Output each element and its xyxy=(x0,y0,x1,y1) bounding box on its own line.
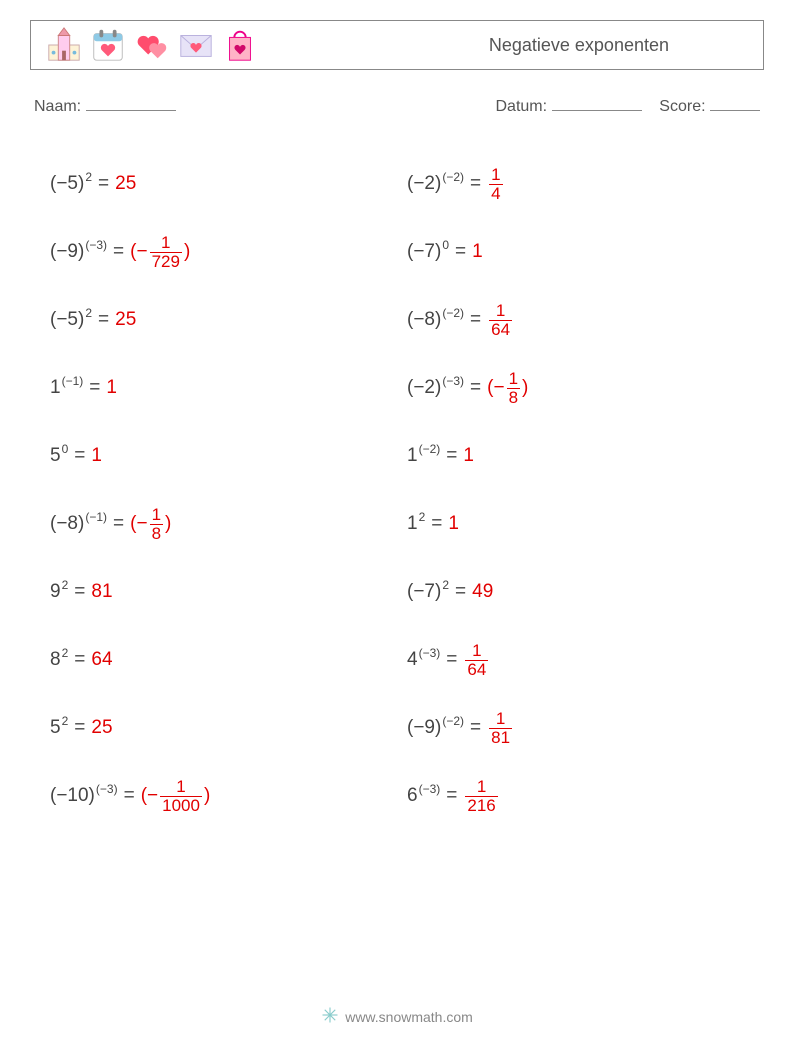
answer: 181 xyxy=(487,710,514,747)
expression: 92 = 81 xyxy=(50,581,113,603)
answer: 1 xyxy=(472,241,483,263)
problem: 82 = 64 xyxy=(50,626,407,694)
fraction: 14 xyxy=(489,166,502,203)
expression: (−2)(−3) = (−18) xyxy=(407,370,528,407)
expression: (−5)2 = 25 xyxy=(50,173,136,195)
expression: (−5)2 = 25 xyxy=(50,309,136,331)
problem: (−8)(−2) = 164 xyxy=(407,286,764,354)
expression: 1(−2) = 1 xyxy=(407,445,474,467)
problem: 92 = 81 xyxy=(50,558,407,626)
header-icons xyxy=(45,26,259,64)
answer: 64 xyxy=(91,649,112,671)
problem: (−9)(−3) = (−1729) xyxy=(50,218,407,286)
expression: 4(−3) = 164 xyxy=(407,642,490,679)
expression: (−10)(−3) = (−11000) xyxy=(50,778,210,815)
envelope-heart-icon xyxy=(177,26,215,64)
expression: 12 = 1 xyxy=(407,513,459,535)
expression: 6(−3) = 1216 xyxy=(407,778,500,815)
info-row: Naam: Datum: Score: xyxy=(30,94,764,116)
problem: 4(−3) = 164 xyxy=(407,626,764,694)
fraction: 164 xyxy=(465,642,488,679)
problem: (−7)0 = 1 xyxy=(407,218,764,286)
problem: 6(−3) = 1216 xyxy=(407,762,764,830)
answer: 1 xyxy=(463,445,474,467)
hearts-icon xyxy=(133,26,171,64)
problem: (−7)2 = 49 xyxy=(407,558,764,626)
name-blank[interactable] xyxy=(86,94,176,111)
expression: (−2)(−2) = 14 xyxy=(407,166,505,203)
answer: 25 xyxy=(91,717,112,739)
expression: (−7)2 = 49 xyxy=(407,581,493,603)
fraction: 18 xyxy=(507,370,520,407)
problem: (−8)(−1) = (−18) xyxy=(50,490,407,558)
answer: 1216 xyxy=(463,778,499,815)
fraction: 181 xyxy=(489,710,512,747)
worksheet-title: Negatieve exponenten xyxy=(489,35,749,56)
footer-text: www.snowmath.com xyxy=(345,1009,473,1025)
answer: 25 xyxy=(115,173,136,195)
expression: (−9)(−3) = (−1729) xyxy=(50,234,190,271)
fraction: 18 xyxy=(150,506,163,543)
fraction: 1729 xyxy=(150,234,182,271)
church-icon xyxy=(45,26,83,64)
expression: (−7)0 = 1 xyxy=(407,241,483,263)
score-blank[interactable] xyxy=(710,94,760,111)
date-score: Datum: Score: xyxy=(495,94,760,116)
expression: 1(−1) = 1 xyxy=(50,377,117,399)
answer: 164 xyxy=(487,302,514,339)
answer: 1 xyxy=(448,513,459,535)
bag-heart-icon xyxy=(221,26,259,64)
answer: (−18) xyxy=(130,506,171,543)
problem: 1(−1) = 1 xyxy=(50,354,407,422)
problem: 50 = 1 xyxy=(50,422,407,490)
answer: 25 xyxy=(115,309,136,331)
problem: 1(−2) = 1 xyxy=(407,422,764,490)
problems-grid: (−5)2 = 25 (−9)(−3) = (−1729) (−5)2 = 25… xyxy=(30,150,764,830)
expression: 82 = 64 xyxy=(50,649,113,671)
worksheet-page: Negatieve exponenten Naam: Datum: Score:… xyxy=(0,0,794,1053)
problem: 12 = 1 xyxy=(407,490,764,558)
answer: 164 xyxy=(463,642,490,679)
expression: 50 = 1 xyxy=(50,445,102,467)
problems-col-left: (−5)2 = 25 (−9)(−3) = (−1729) (−5)2 = 25… xyxy=(50,150,407,830)
expression: (−9)(−2) = 181 xyxy=(407,710,514,747)
problem: (−2)(−2) = 14 xyxy=(407,150,764,218)
problem: (−5)2 = 25 xyxy=(50,286,407,354)
name-label: Naam: xyxy=(34,94,176,116)
problem: (−9)(−2) = 181 xyxy=(407,694,764,762)
fraction: 1216 xyxy=(465,778,497,815)
answer: (−1729) xyxy=(130,234,190,271)
date-blank[interactable] xyxy=(552,94,642,111)
answer: 49 xyxy=(472,581,493,603)
answer: 81 xyxy=(91,581,112,603)
header-box: Negatieve exponenten xyxy=(30,20,764,70)
answer: 14 xyxy=(487,166,504,203)
problem: (−2)(−3) = (−18) xyxy=(407,354,764,422)
answer: (−18) xyxy=(487,370,528,407)
answer: 1 xyxy=(91,445,102,467)
problem: 52 = 25 xyxy=(50,694,407,762)
answer: 1 xyxy=(106,377,117,399)
fraction: 11000 xyxy=(160,778,202,815)
problem: (−5)2 = 25 xyxy=(50,150,407,218)
problem: (−10)(−3) = (−11000) xyxy=(50,762,407,830)
answer: (−11000) xyxy=(141,778,211,815)
problems-col-right: (−2)(−2) = 14 (−7)0 = 1 (−8)(−2) = 164 (… xyxy=(407,150,764,830)
snowflake-icon xyxy=(321,1006,339,1027)
expression: (−8)(−2) = 164 xyxy=(407,302,514,339)
expression: (−8)(−1) = (−18) xyxy=(50,506,171,543)
footer: www.snowmath.com xyxy=(0,1006,794,1027)
calendar-heart-icon xyxy=(89,26,127,64)
expression: 52 = 25 xyxy=(50,717,113,739)
fraction: 164 xyxy=(489,302,512,339)
